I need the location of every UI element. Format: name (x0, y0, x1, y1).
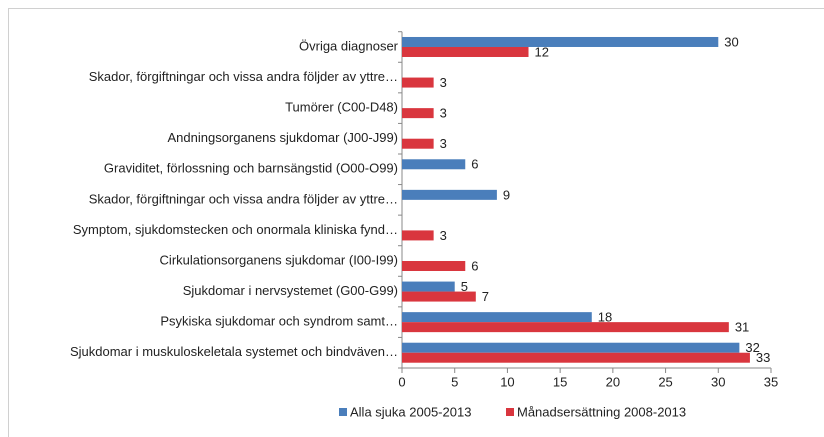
data-label: 3 (440, 136, 447, 151)
x-tick-label: 30 (711, 374, 725, 389)
y-tick-label: Graviditet, förlossning och barnsängstid… (104, 161, 398, 176)
bar (402, 260, 466, 271)
y-tick-label: Cirkulationsorganens sjukdomar (I00-I99) (160, 252, 398, 267)
data-label: 3 (440, 228, 447, 243)
data-label: 30 (724, 34, 738, 49)
y-tick-label: Tumörer (C00-D48) (285, 100, 398, 115)
y-tick-label: Psykiska sjukdomar och syndrom samt… (160, 314, 398, 329)
y-tick-label: Övriga diagnoser (299, 38, 399, 53)
data-label: 5 (461, 279, 468, 294)
y-tick-label: Skador, förgiftningar och vissa andra fö… (89, 191, 398, 206)
y-tick-label: Sjukdomar i nervsystemet (G00-G99) (183, 283, 398, 298)
y-tick-label: Sjukdomar i muskuloskeletala systemet oc… (70, 344, 398, 359)
x-tick-label: 10 (500, 374, 514, 389)
data-label: 9 (503, 187, 510, 202)
data-label: 3 (440, 106, 447, 121)
x-tick-label: 5 (451, 374, 458, 389)
bar (402, 342, 740, 353)
data-label: 33 (756, 350, 770, 365)
bar (402, 159, 466, 170)
legend-label: Månadsersättning 2008-2013 (517, 404, 686, 419)
bar (402, 189, 497, 200)
y-tick-label: Andningsorganens sjukdomar (J00-J99) (167, 130, 398, 145)
data-label: 18 (598, 310, 612, 325)
bar (402, 138, 434, 149)
bar (402, 36, 719, 47)
data-label: 7 (482, 289, 489, 304)
x-tick-label: 25 (658, 374, 672, 389)
bar (402, 46, 529, 57)
data-label: 6 (471, 258, 478, 273)
data-label: 32 (745, 340, 759, 355)
x-tick-label: 20 (606, 374, 620, 389)
data-label: 3 (440, 75, 447, 90)
bar (402, 312, 592, 323)
x-tick-label: 0 (398, 374, 405, 389)
bar (402, 108, 434, 119)
legend-swatch (506, 408, 514, 416)
data-label: 6 (471, 157, 478, 172)
data-label: 31 (735, 320, 749, 335)
data-label: 12 (535, 44, 549, 59)
legend-label: Alla sjuka 2005-2013 (350, 404, 471, 419)
legend-swatch (339, 408, 347, 416)
y-tick-label: Symptom, sjukdomstecken och onormala kli… (73, 222, 398, 237)
bar (402, 230, 434, 241)
bar (402, 281, 455, 292)
bar (402, 77, 434, 88)
x-tick-label: 35 (764, 374, 778, 389)
chart-border (8, 8, 824, 437)
bar (402, 352, 750, 363)
x-tick-label: 15 (553, 374, 567, 389)
bar (402, 291, 476, 302)
y-tick-label: Skador, förgiftningar och vissa andra fö… (89, 69, 398, 84)
bar (402, 322, 729, 333)
